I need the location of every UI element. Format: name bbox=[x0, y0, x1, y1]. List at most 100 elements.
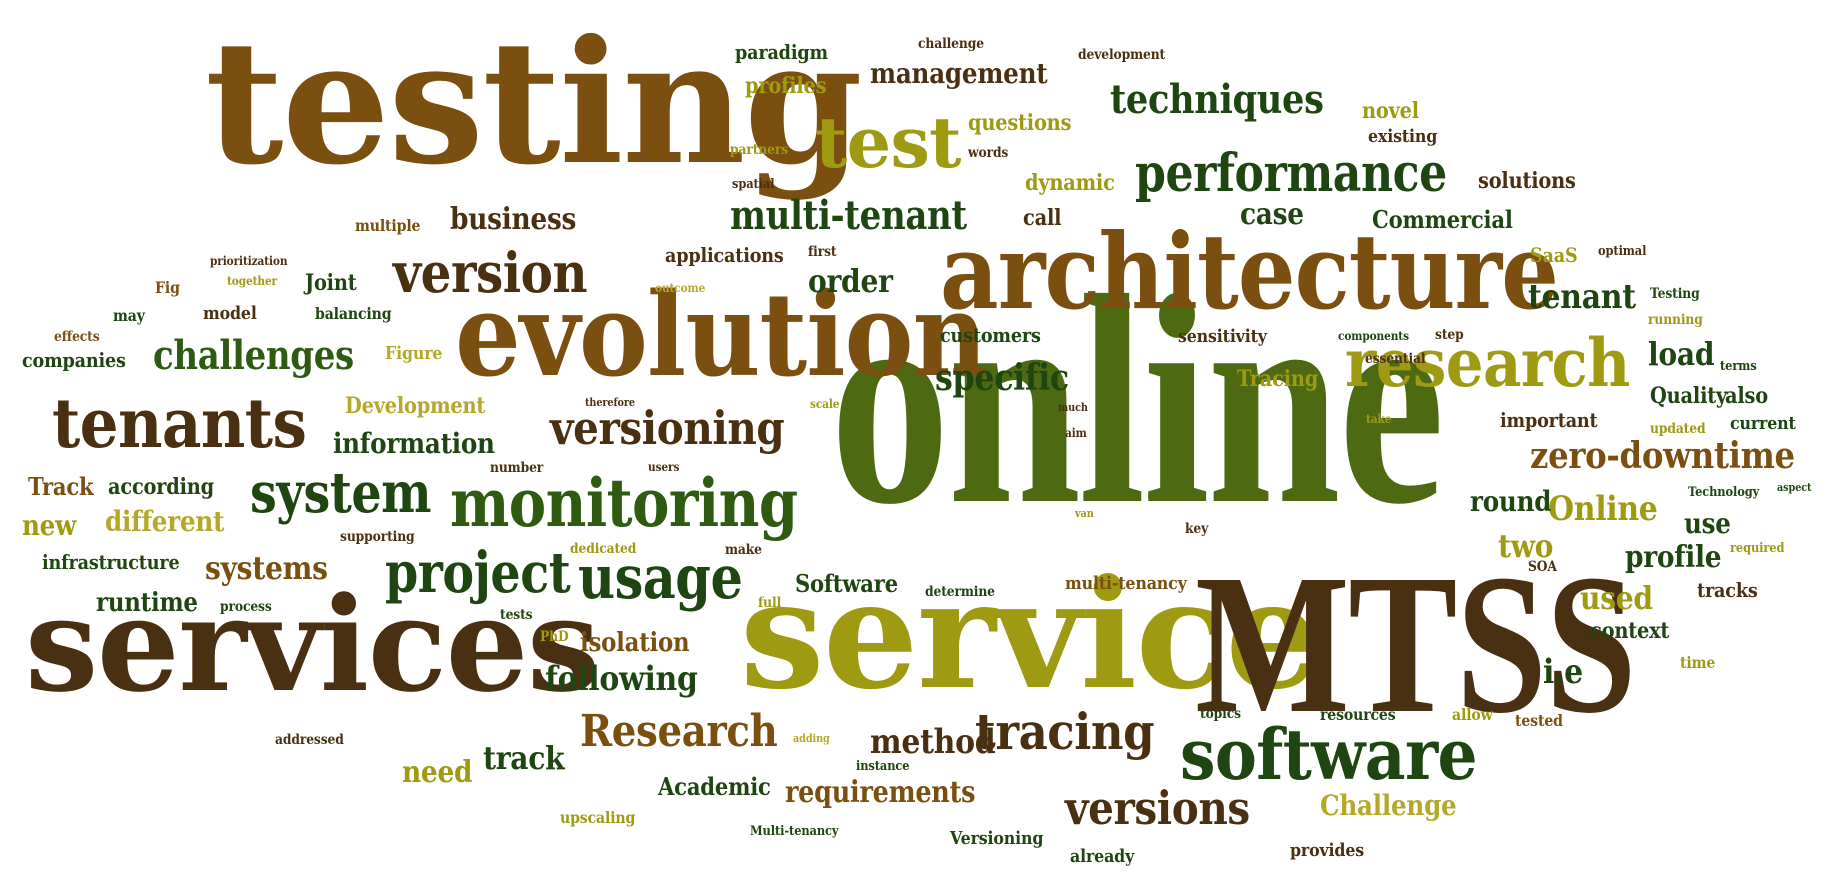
word-dedicated: dedicated bbox=[570, 541, 637, 557]
word-users: users bbox=[648, 460, 680, 474]
word-companies: companies bbox=[22, 348, 126, 372]
word-together: together bbox=[227, 274, 278, 288]
word-load: load bbox=[1648, 335, 1715, 373]
word-different: different bbox=[105, 505, 225, 538]
word-requirements: requirements bbox=[785, 775, 976, 810]
word-words: words bbox=[968, 145, 1009, 161]
word-context: context bbox=[1590, 618, 1670, 644]
word-outcome: outcome bbox=[655, 281, 706, 295]
word-partners: partners bbox=[730, 142, 789, 158]
word-model: model bbox=[203, 303, 257, 324]
word-service: service bbox=[740, 547, 1321, 723]
word-academic: Academic bbox=[658, 772, 771, 801]
word-evolution: evolution bbox=[455, 268, 988, 403]
word-tracing: tracing bbox=[975, 702, 1155, 761]
word-take: take bbox=[1366, 412, 1392, 426]
word-tested: tested bbox=[1515, 711, 1563, 730]
word-novel: novel bbox=[1362, 98, 1419, 124]
word-make: make bbox=[725, 542, 762, 558]
word-phd: PhD bbox=[540, 629, 569, 645]
word-system: system bbox=[250, 460, 432, 526]
word-customers: customers bbox=[940, 323, 1041, 347]
word-much: much bbox=[1058, 401, 1088, 414]
word-balancing: balancing bbox=[315, 304, 392, 323]
word-important: important bbox=[1500, 408, 1598, 432]
word-tracing-cap: Tracing bbox=[1237, 366, 1319, 392]
word-fig: Fig bbox=[155, 278, 180, 297]
word-online-cap: Online bbox=[1548, 489, 1658, 529]
word-multiple: multiple bbox=[355, 216, 421, 235]
word-infrastructure: infrastructure bbox=[42, 550, 180, 574]
word-instance: instance bbox=[856, 759, 910, 774]
word-monitoring: monitoring bbox=[450, 464, 798, 542]
word-full: full bbox=[758, 595, 782, 611]
word-software-cap: Software bbox=[795, 569, 898, 598]
word-adding: adding bbox=[793, 732, 830, 745]
word-resources: resources bbox=[1320, 705, 1396, 724]
word-spatial: spatial bbox=[732, 177, 775, 192]
word-also: also bbox=[1725, 383, 1768, 409]
word-applications: applications bbox=[665, 243, 784, 267]
word-determine: determine bbox=[925, 584, 995, 600]
word-commercial: Commercial bbox=[1372, 205, 1513, 234]
word-order: order bbox=[808, 262, 893, 300]
word-use: use bbox=[1684, 507, 1731, 540]
word-versioning: versioning bbox=[550, 401, 785, 455]
word-tracks: tracks bbox=[1697, 578, 1758, 602]
word-essential: essential bbox=[1365, 351, 1426, 367]
word-need: need bbox=[402, 755, 473, 790]
word-quality: Quality bbox=[1650, 383, 1728, 409]
word-i-e: i.e bbox=[1543, 652, 1583, 692]
word-current: current bbox=[1730, 413, 1796, 434]
word-tenants: tenants bbox=[52, 384, 307, 464]
word-supporting: supporting bbox=[340, 529, 415, 545]
word-provides: provides bbox=[1290, 840, 1365, 861]
word-number: number bbox=[490, 460, 544, 476]
word-multi-tenancy-cap: Multi-tenancy bbox=[750, 824, 839, 839]
word-components: components bbox=[1338, 329, 1409, 343]
word-track: track bbox=[483, 739, 565, 777]
word-specific: specific bbox=[935, 357, 1069, 399]
word-profile: profile bbox=[1625, 540, 1722, 575]
word-already: already bbox=[1070, 846, 1135, 867]
word-running: running bbox=[1648, 312, 1703, 328]
word-isolation: isolation bbox=[580, 628, 690, 658]
word-technology: Technology bbox=[1688, 485, 1760, 500]
word-software: software bbox=[1180, 713, 1478, 796]
word-mtss: MTSS bbox=[1195, 534, 1637, 755]
word-techniques: techniques bbox=[1110, 76, 1324, 123]
word-step: step bbox=[1435, 327, 1464, 343]
word-two: two bbox=[1498, 527, 1554, 565]
word-sensitivity: sensitivity bbox=[1178, 326, 1267, 347]
word-aim: aim bbox=[1065, 426, 1087, 440]
word-multi-tenancy: multi-tenancy bbox=[1065, 573, 1187, 594]
word-multi-tenant: multi-tenant bbox=[730, 192, 967, 239]
word-effects: effects bbox=[54, 329, 100, 345]
word-round: round bbox=[1470, 485, 1552, 518]
word-versioning-cap: Versioning bbox=[950, 828, 1044, 849]
word-method: method bbox=[870, 722, 996, 762]
word-management: management bbox=[870, 57, 1048, 90]
word-joint: Joint bbox=[305, 270, 357, 296]
word-paradigm: paradigm bbox=[735, 40, 828, 64]
word-zero-downtime: zero-downtime bbox=[1530, 435, 1795, 477]
word-test: test bbox=[815, 101, 962, 184]
word-versions: versions bbox=[1065, 781, 1250, 835]
word-according: according bbox=[108, 474, 214, 500]
word-development: development bbox=[1078, 47, 1166, 63]
word-systems: systems bbox=[205, 549, 328, 587]
word-business: business bbox=[450, 202, 577, 237]
word-call: call bbox=[1023, 205, 1062, 231]
word-profiles: profiles bbox=[745, 73, 827, 99]
word-saas: SaaS bbox=[1530, 243, 1578, 267]
word-time: time bbox=[1680, 653, 1716, 672]
word-required: required bbox=[1730, 541, 1785, 556]
word-following: following bbox=[545, 659, 698, 699]
word-allow: allow bbox=[1452, 705, 1493, 724]
word-solutions: solutions bbox=[1478, 168, 1576, 194]
word-project: project bbox=[385, 540, 571, 606]
word-challenge-cap: Challenge bbox=[1320, 789, 1457, 822]
word-upscaling: upscaling bbox=[560, 808, 636, 827]
word-process: process bbox=[220, 599, 272, 615]
